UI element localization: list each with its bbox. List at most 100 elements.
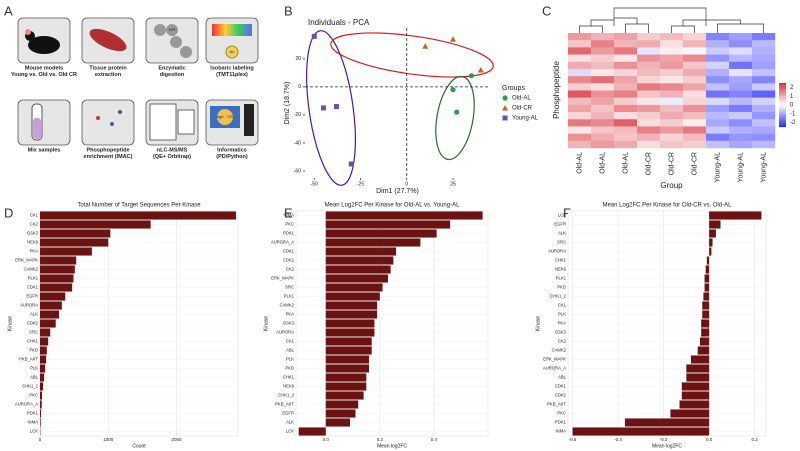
cell xyxy=(752,47,776,55)
bar xyxy=(325,382,367,391)
column-label: Old-AL xyxy=(599,152,606,174)
bar xyxy=(704,274,710,283)
cell xyxy=(729,61,753,70)
x-tick-label: 0.2 xyxy=(751,437,758,442)
cell xyxy=(683,40,707,48)
cell xyxy=(683,83,707,91)
y-tick-label: SRC xyxy=(285,285,294,290)
cell xyxy=(683,112,707,120)
cell xyxy=(637,68,661,77)
cell xyxy=(591,54,615,62)
step-label: extraction xyxy=(95,72,122,78)
cell xyxy=(614,97,638,106)
bar xyxy=(325,346,372,355)
y-tick-label: NIMA xyxy=(556,429,567,434)
bar xyxy=(624,418,710,427)
x-axis-label: Group xyxy=(660,181,683,190)
cell xyxy=(706,40,730,48)
bar xyxy=(40,265,75,274)
cell xyxy=(752,54,776,62)
cell xyxy=(660,140,684,149)
cell xyxy=(660,119,684,127)
bar xyxy=(325,328,375,337)
chart-title: Individuals - PCA xyxy=(308,18,370,27)
x-tick-label: 0.0 xyxy=(323,437,330,442)
panel-label: A xyxy=(4,3,13,18)
cell xyxy=(729,112,753,120)
bar xyxy=(40,373,45,382)
column-label: Old-CR xyxy=(691,152,698,175)
point xyxy=(450,87,456,93)
y-tick-label: LCK xyxy=(30,429,38,434)
bar xyxy=(706,256,710,265)
cell xyxy=(729,126,753,134)
y-tick-label: PLK xyxy=(558,312,566,317)
y-tick-label: PKC xyxy=(285,222,294,227)
cell xyxy=(591,140,615,149)
y-tick-label: PKD xyxy=(557,285,566,290)
cell xyxy=(683,90,707,98)
y-tick-label: LCK xyxy=(286,429,294,434)
y-tick-label: PKB_AKT xyxy=(275,402,294,407)
cell xyxy=(614,76,638,84)
column-label: Old-CR xyxy=(668,152,675,175)
point xyxy=(321,105,326,111)
y-tick-label: CK1 xyxy=(30,213,39,218)
bar xyxy=(40,382,44,391)
y-tick-label: CHK1 xyxy=(27,339,39,344)
y-tick-label: CK1 xyxy=(558,303,567,308)
cell xyxy=(683,119,707,127)
panel-label: E xyxy=(284,205,293,220)
cell xyxy=(729,140,753,149)
cell xyxy=(568,33,592,41)
y-tick-label: LCK xyxy=(558,213,566,218)
y-tick-label: PKB_AKT xyxy=(19,357,38,362)
bar xyxy=(325,229,437,238)
cell xyxy=(752,61,776,70)
cell xyxy=(729,54,753,62)
step-label: enrichment (IMAC) xyxy=(84,154,133,160)
x-tick-label: -0.4 xyxy=(614,437,622,442)
cell xyxy=(591,83,615,91)
bar xyxy=(325,274,388,283)
cell xyxy=(752,76,776,84)
bar xyxy=(325,220,451,229)
panel-label: D xyxy=(4,205,13,220)
y-axis-label: Kinase xyxy=(263,316,269,332)
cell xyxy=(683,47,707,55)
y-axis-label: Kinase xyxy=(7,316,13,332)
cell xyxy=(637,61,661,70)
bar xyxy=(325,373,367,382)
colorbar-step xyxy=(779,100,786,103)
cell xyxy=(706,140,730,149)
cell xyxy=(706,33,730,41)
y-tick-label: PLK xyxy=(286,357,294,362)
y-tick-label: CHK1 xyxy=(283,375,295,380)
y-tick-label: PLK xyxy=(30,366,38,371)
step-label: Enzymatic xyxy=(158,65,185,71)
y-tick-label: PKD xyxy=(285,366,294,371)
cell xyxy=(591,76,615,84)
y-tick-label: NIMA xyxy=(28,420,39,425)
cell xyxy=(706,126,730,134)
y-tick-label: PDK1 xyxy=(283,231,295,236)
cell xyxy=(706,61,730,70)
bar xyxy=(325,247,397,256)
cell xyxy=(752,112,776,120)
y-axis-label: Dim2 (18.7%) xyxy=(284,82,291,125)
x-tick-label: 0.4 xyxy=(431,437,438,442)
step-label: (QE+ Orbitrap) xyxy=(153,154,191,160)
step-label: (TMT11plex) xyxy=(216,72,248,78)
chart-title: Mean Log2FC Per Kinase for Old-CR vs. Ol… xyxy=(602,203,732,209)
y-tick-label: CK2 xyxy=(558,339,567,344)
bar xyxy=(704,283,710,292)
bar xyxy=(40,256,77,265)
panel-label: C xyxy=(542,3,551,18)
bar xyxy=(702,310,710,319)
cell xyxy=(683,68,707,77)
y-tick-label: -20 xyxy=(294,112,301,118)
cell xyxy=(591,133,615,142)
cell xyxy=(729,47,753,55)
cell xyxy=(614,54,638,62)
bar xyxy=(709,238,713,247)
